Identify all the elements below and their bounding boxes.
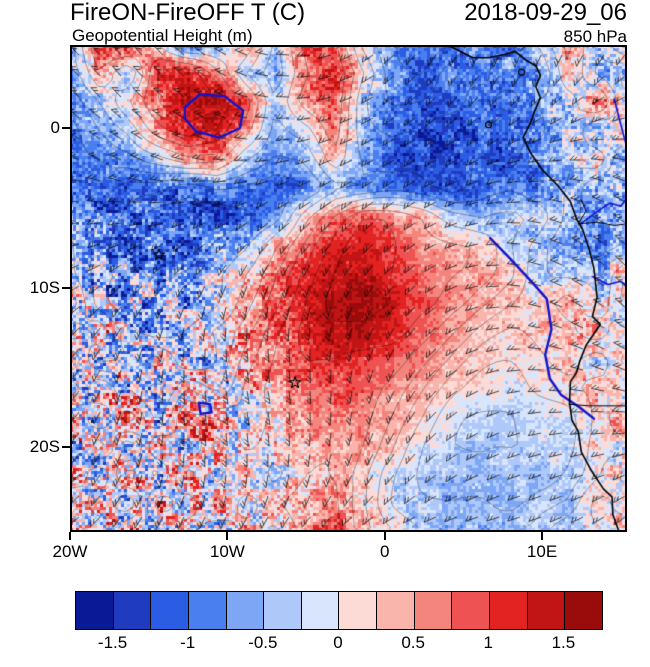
colorbar-cell bbox=[187, 592, 226, 629]
x-tick-mark bbox=[226, 532, 229, 540]
colorbar bbox=[75, 591, 603, 630]
x-tick-label: 0 bbox=[379, 542, 390, 561]
colorbar-labels: -1.5 -1 -0.5 0 0.5 1 1.5 bbox=[75, 633, 601, 655]
colorbar-cell bbox=[526, 592, 565, 629]
x-tick-label: 10E bbox=[526, 542, 558, 561]
plot-level: 850 hPa bbox=[563, 27, 627, 46]
x-tick-mark bbox=[541, 532, 544, 540]
colorbar-tick-label: -0.5 bbox=[248, 633, 278, 652]
colorbar-cell bbox=[451, 592, 490, 629]
colorbar-tick-label: 0 bbox=[333, 633, 343, 652]
x-tick-mark bbox=[69, 532, 71, 540]
x-tick-mark bbox=[383, 532, 386, 540]
colorbar-cell bbox=[150, 592, 188, 629]
x-tick-label: 20W bbox=[52, 542, 88, 561]
colorbar-cell bbox=[112, 592, 151, 629]
colorbar-cell bbox=[413, 592, 452, 629]
x-tick-label: 10W bbox=[209, 542, 245, 561]
colorbar-cell bbox=[376, 592, 414, 629]
y-tick-mark bbox=[62, 446, 70, 449]
plot-subtitle: Geopotential Height (m) bbox=[72, 26, 253, 45]
colorbar-cell bbox=[76, 592, 113, 629]
y-tick-label: 20S bbox=[29, 437, 60, 457]
plot-datetime: 2018-09-29_06 bbox=[464, 0, 627, 26]
colorbar-cell bbox=[225, 592, 264, 629]
colorbar-cell bbox=[564, 592, 602, 629]
colorbar-cell bbox=[338, 592, 377, 629]
y-tick-mark bbox=[62, 127, 70, 130]
y-tick-mark bbox=[62, 286, 70, 289]
colorbar-cell bbox=[300, 592, 339, 629]
y-tick-label: 0 bbox=[50, 118, 60, 138]
colorbar-tick-label: -1 bbox=[180, 633, 196, 652]
colorbar-cell bbox=[489, 592, 527, 629]
colorbar-tick-label: 1.5 bbox=[551, 633, 576, 652]
plot-title: FireON-FireOFF T (C) bbox=[70, 0, 306, 26]
map-canvas bbox=[70, 45, 627, 532]
colorbar-tick-label: -1.5 bbox=[97, 633, 128, 652]
colorbar-tick-label: 1 bbox=[483, 633, 494, 652]
colorbar-tick-label: 0.5 bbox=[401, 633, 425, 652]
colorbar-cell bbox=[263, 592, 301, 629]
y-tick-label: 10S bbox=[29, 277, 60, 297]
